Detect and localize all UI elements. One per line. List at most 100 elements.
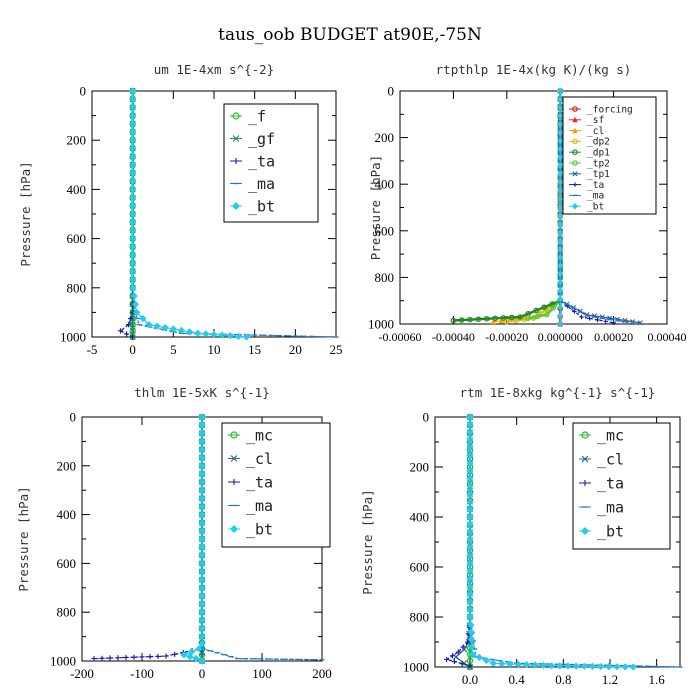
- legend-entry: _ta: [597, 474, 624, 492]
- panel-3: thlm 1E-5xK s^{-1} Pressure [hPa] 0 200 400 6…: [16, 385, 332, 681]
- legend-entry: _ma: [597, 498, 624, 516]
- data-point: [161, 323, 169, 332]
- data-point: [180, 651, 188, 659]
- data-point: [556, 187, 564, 195]
- data-point: [129, 111, 137, 120]
- data-point: [466, 613, 474, 621]
- data-point: [129, 193, 137, 202]
- data-point: [466, 574, 474, 583]
- x-tick-label: -0.00060: [379, 330, 422, 344]
- x-tick-label: 5: [170, 342, 177, 357]
- data-point: [467, 635, 476, 644]
- legend: _mc _cl _ta _ma _bt: [221, 422, 331, 548]
- legend-marker: [580, 526, 590, 536]
- data-point: [556, 146, 564, 153]
- y-tick-label: 1000: [368, 317, 394, 332]
- data-point: [198, 486, 206, 494]
- data-point: [202, 330, 210, 338]
- data-point: [466, 536, 474, 544]
- legend-entry: _dp1: [587, 148, 610, 159]
- data-point: [514, 660, 522, 668]
- data-point: [123, 331, 130, 337]
- data-point: [466, 421, 474, 429]
- data-point: [466, 451, 474, 460]
- data-point: [498, 317, 505, 324]
- legend-entry: _bt: [248, 197, 275, 215]
- data-point: [556, 154, 564, 161]
- data-point: [466, 436, 474, 444]
- data-point: [129, 218, 137, 226]
- data-point: [556, 662, 564, 670]
- legend-marker: [572, 127, 578, 134]
- legend-entry: _tp1: [587, 169, 610, 180]
- data-point: [556, 121, 564, 128]
- data-point: [449, 653, 456, 659]
- data-point: [172, 651, 178, 657]
- data-point: [468, 650, 476, 659]
- x-tick-label: -100: [130, 666, 154, 681]
- data-point: [131, 654, 137, 660]
- data-point: [556, 245, 564, 253]
- y-tick-label: 1000: [50, 654, 76, 669]
- y-tick-label: 400: [57, 507, 77, 522]
- data-point: [466, 582, 474, 590]
- data-point: [186, 653, 194, 661]
- y-tick-label: 0: [80, 84, 87, 99]
- data-point: [117, 328, 124, 334]
- data-point: [466, 528, 474, 537]
- x-tick-label: 100: [252, 666, 272, 681]
- data-point: [115, 655, 121, 661]
- x-tick-label: 0.00040: [648, 330, 687, 344]
- x-tick-label: -0.00040: [432, 330, 475, 344]
- data-point: [556, 96, 564, 103]
- data-point: [129, 144, 137, 153]
- series-line: [93, 417, 203, 660]
- legend-marker: [229, 524, 239, 534]
- legend-marker: [572, 106, 578, 112]
- data-point: [139, 314, 147, 323]
- data-point: [533, 307, 539, 314]
- data-point: [198, 657, 206, 665]
- data-point: [139, 654, 145, 660]
- data-point: [198, 494, 206, 502]
- legend-marker: [571, 202, 579, 210]
- legend: _mc _cl _ta _ma _bt: [572, 422, 671, 550]
- legend-entry: _cl: [246, 450, 273, 468]
- data-point: [466, 551, 474, 560]
- data-point: [466, 444, 474, 452]
- data-point: [556, 129, 564, 136]
- data-point: [198, 584, 206, 592]
- data-point: [128, 315, 134, 322]
- data-point: [517, 314, 523, 320]
- data-point: [579, 314, 584, 320]
- data-point: [130, 334, 136, 340]
- data-point: [556, 212, 564, 220]
- legend-entry: _f: [248, 107, 266, 125]
- legend-entry: _tp2: [587, 158, 610, 169]
- y-tick-label: 200: [57, 458, 77, 473]
- y-tick-label: 800: [410, 610, 430, 625]
- data-point: [556, 254, 564, 261]
- data-point: [556, 270, 564, 278]
- data-point: [242, 333, 251, 341]
- series-bt: [466, 413, 637, 671]
- data-point: [153, 322, 161, 330]
- data-point: [509, 314, 515, 321]
- data-point: [129, 103, 137, 112]
- data-point: [466, 521, 474, 529]
- legend-entry: _bt: [587, 202, 604, 213]
- data-point: [556, 229, 564, 236]
- data-point: [129, 321, 136, 328]
- legend-entry: _dp2: [587, 137, 610, 148]
- panel-title: rtpthlp 1E-4x(kg K)/(kg s): [436, 62, 632, 77]
- data-point: [466, 544, 474, 552]
- legend-marker: [572, 171, 578, 177]
- data-point: [198, 592, 206, 600]
- data-point: [500, 315, 507, 321]
- data-point: [107, 655, 113, 661]
- data-point: [198, 470, 206, 478]
- data-point: [580, 662, 588, 670]
- panel-1: um 1E-4xm s^{-2}Pressure [hPa]0200400600…: [18, 62, 343, 357]
- legend-entry: _bt: [597, 522, 624, 540]
- y-tick-label: 400: [375, 177, 395, 192]
